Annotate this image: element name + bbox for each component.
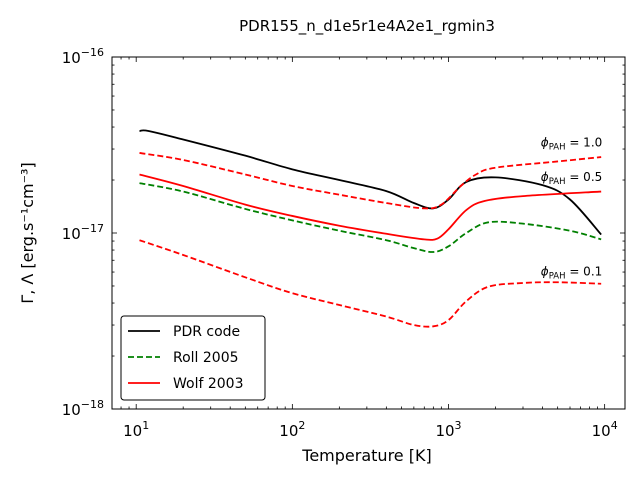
y-tick-label: 10−16 xyxy=(62,46,104,67)
y-tick-label: 10−17 xyxy=(62,222,104,243)
y-axis-label: Γ, Λ [erg.s⁻¹cm⁻³] xyxy=(18,162,37,303)
x-tick-label: 102 xyxy=(279,419,305,440)
y-tick-label: 10−18 xyxy=(62,398,104,419)
x-tick-label: 103 xyxy=(435,419,461,440)
phi-pah-annotation: ϕPAH = 1.0 xyxy=(541,136,603,153)
ticks-layer: 101 102 103 104 10−18 10−17 10−16 xyxy=(62,46,625,440)
series-layer xyxy=(139,129,602,328)
series-line-pdr-code xyxy=(139,129,602,236)
legend-box xyxy=(120,315,266,401)
legend: PDR code Roll 2005 Wolf 2003 xyxy=(120,315,266,401)
series-line-2 xyxy=(139,152,602,210)
legend-label: PDR code xyxy=(173,324,240,340)
phi-pah-annotation: ϕPAH = 0.5 xyxy=(541,170,603,187)
legend-label: Wolf 2003 xyxy=(173,376,244,392)
legend-label: Roll 2005 xyxy=(173,350,239,366)
chart-title: PDR155_n_d1e5r1e4A2e1_rgmin3 xyxy=(239,17,495,36)
series-line-wolf-2003 xyxy=(139,173,602,241)
series-line-roll-2005 xyxy=(139,182,602,253)
x-axis-label: Temperature [K] xyxy=(301,446,431,465)
phi-pah-annotation: ϕPAH = 0.1 xyxy=(541,264,603,281)
x-tick-label: 104 xyxy=(592,419,618,440)
annotations: ϕPAH = 1.0 ϕPAH = 0.5 ϕPAH = 0.1 xyxy=(541,136,603,282)
series-line-5 xyxy=(139,239,602,328)
x-tick-label: 101 xyxy=(123,419,149,440)
